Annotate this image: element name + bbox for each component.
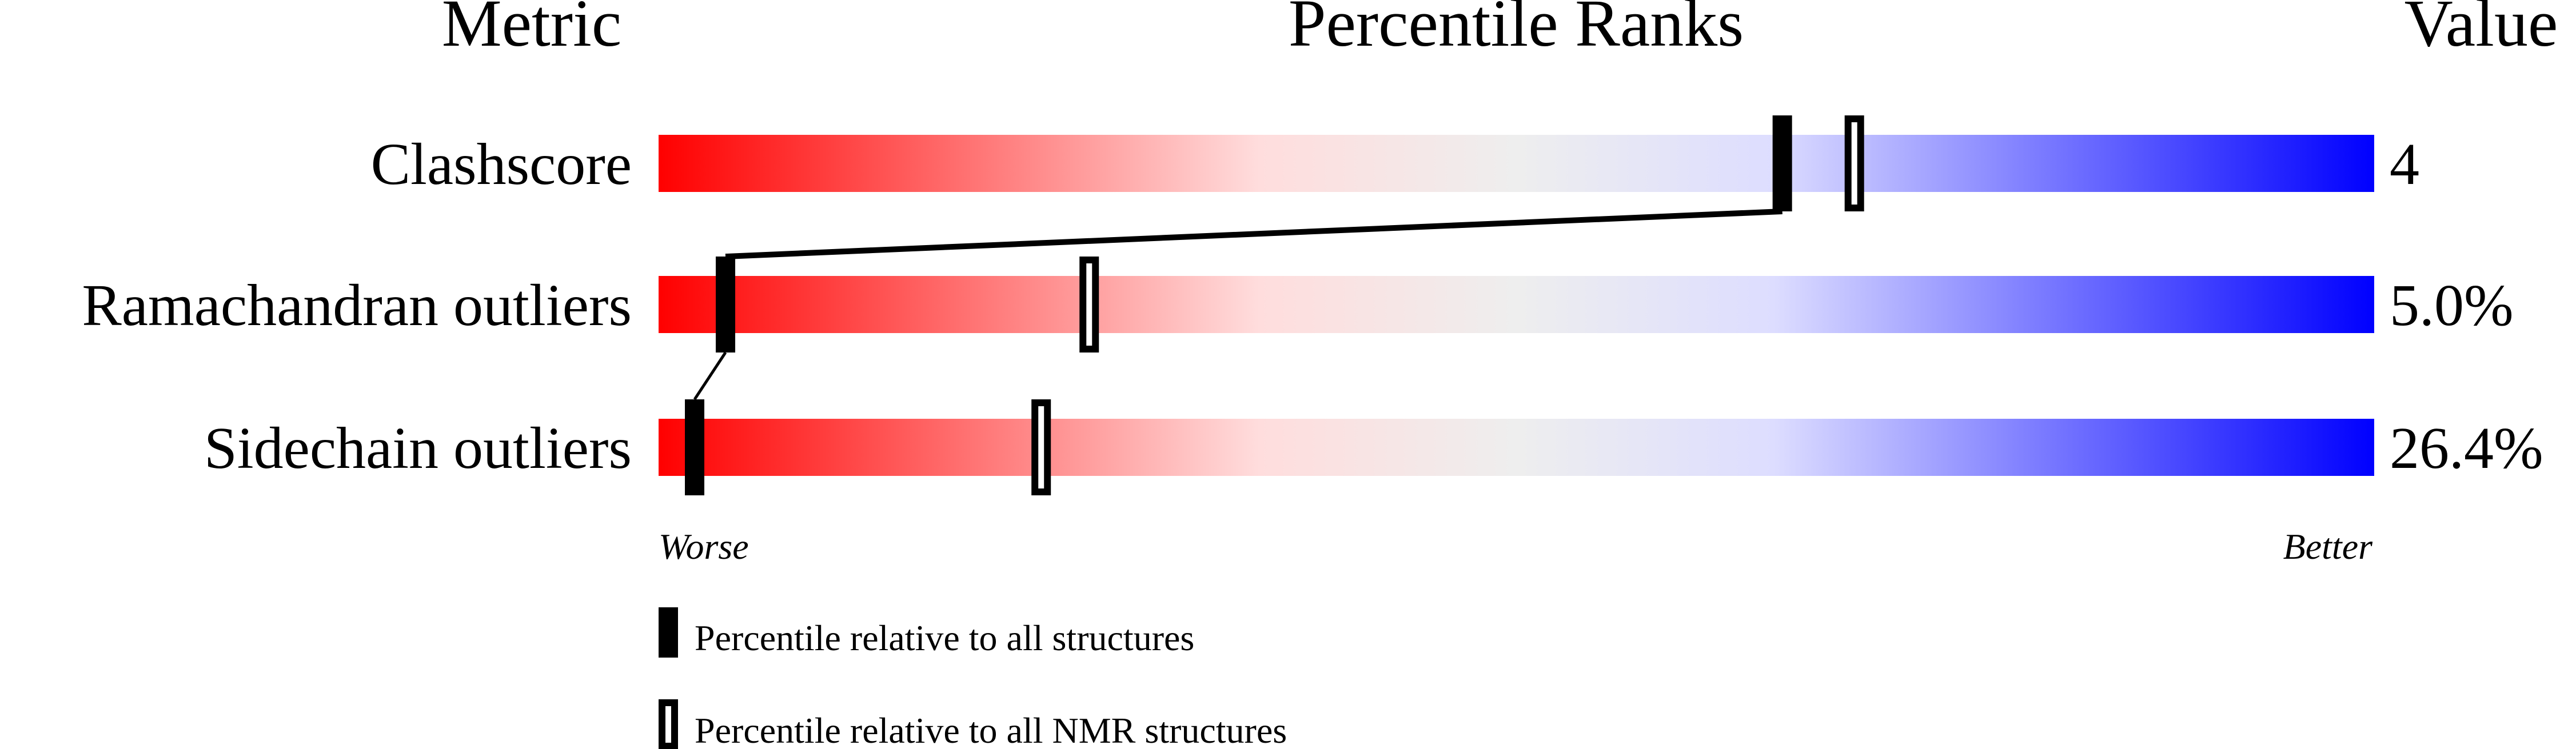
legend-all-marker bbox=[659, 607, 678, 658]
value-header: Value bbox=[2404, 0, 2558, 61]
nmr-percentile-marker bbox=[1079, 257, 1099, 353]
legend-nmr-label: Percentile relative to all NMR structure… bbox=[695, 710, 1287, 749]
metric-value: 5.0% bbox=[2390, 273, 2514, 338]
gradient-bar bbox=[659, 135, 2374, 192]
all-percentile-marker bbox=[1772, 115, 1792, 211]
worse-label: Worse bbox=[659, 526, 749, 567]
gradient-bar bbox=[659, 276, 2374, 333]
metric-label: Ramachandran outliers bbox=[82, 273, 632, 338]
metric-header: Metric bbox=[442, 0, 622, 61]
chart-title: Percentile Ranks bbox=[1289, 0, 1744, 61]
metric-label: Clashscore bbox=[371, 131, 632, 197]
nmr-percentile-marker bbox=[1844, 115, 1864, 211]
all-percentile-marker bbox=[716, 257, 736, 353]
legend-all-label: Percentile relative to all structures bbox=[695, 618, 1194, 658]
metric-value: 26.4% bbox=[2390, 415, 2543, 481]
gradient-bar bbox=[659, 419, 2374, 476]
all-percentile-marker bbox=[685, 399, 705, 495]
metric-label: Sidechain outliers bbox=[204, 415, 632, 481]
legend-nmr-marker bbox=[659, 699, 678, 749]
metric-value: 4 bbox=[2390, 131, 2419, 197]
nmr-percentile-marker bbox=[1031, 399, 1051, 495]
connector-line bbox=[693, 351, 727, 400]
connector-line bbox=[725, 209, 1783, 259]
better-label: Better bbox=[2283, 526, 2373, 567]
